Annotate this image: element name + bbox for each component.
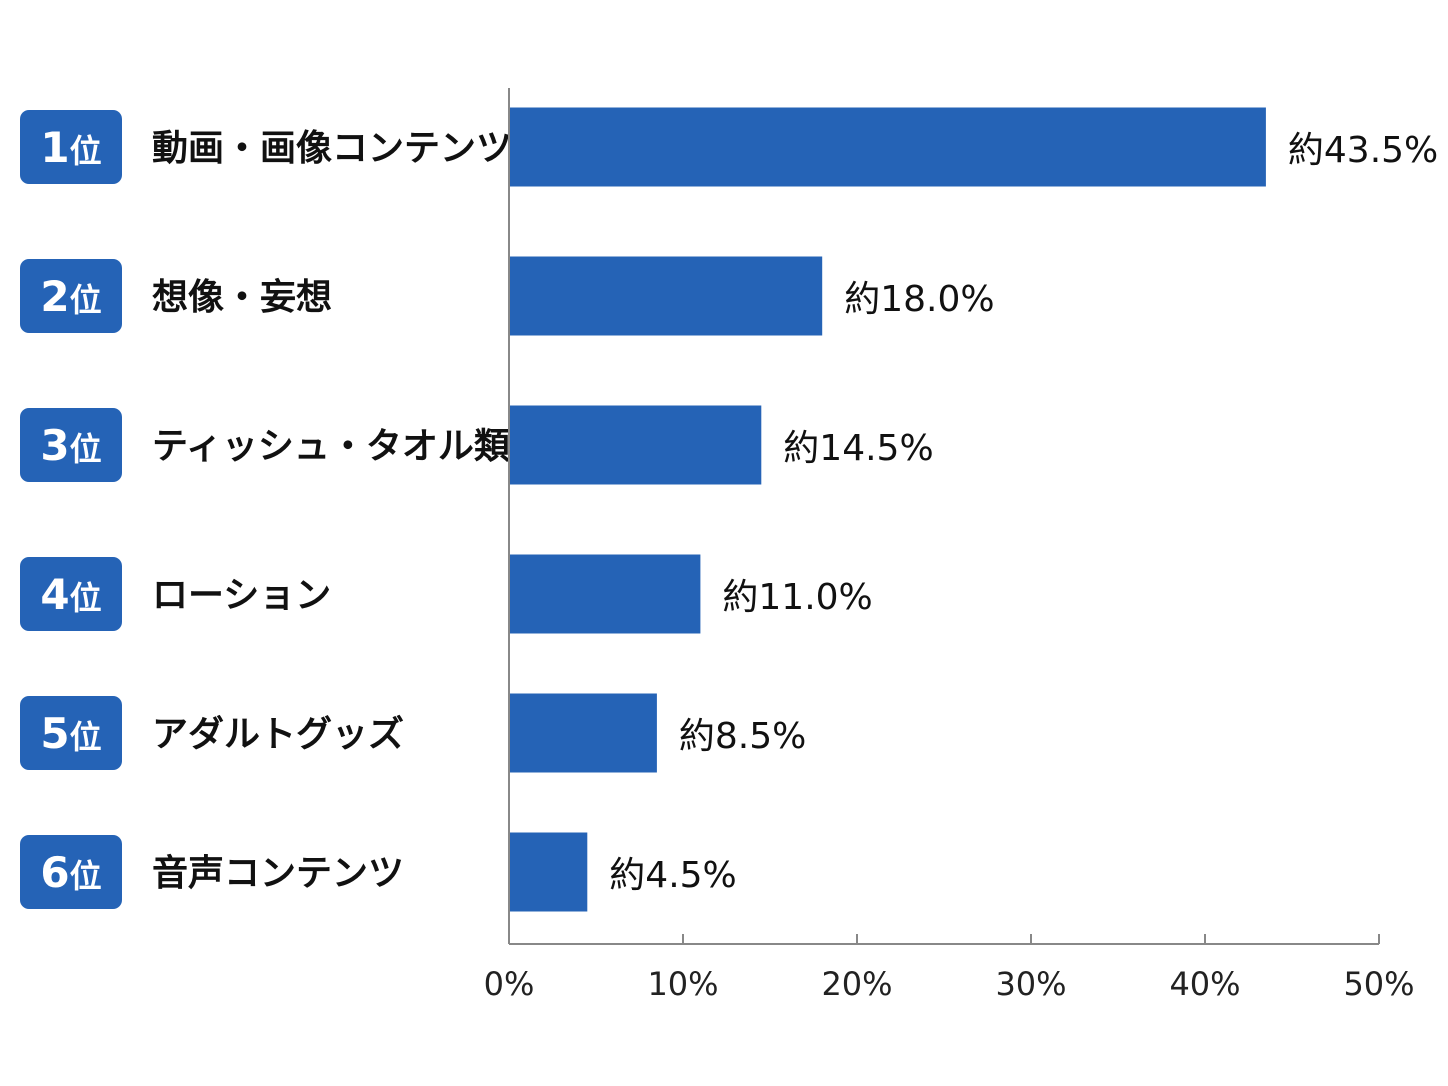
- x-tick-label: 50%: [1343, 965, 1414, 1003]
- bar: [509, 256, 823, 336]
- value-label: 約18.0%: [844, 279, 994, 320]
- rank-badge: [20, 696, 122, 770]
- value-label: 約4.5%: [609, 855, 736, 896]
- rank-badge: [20, 110, 122, 184]
- x-tick-label: 30%: [995, 965, 1066, 1003]
- value-label: 約11.0%: [722, 577, 872, 618]
- category-label: ティッシュ・タオル類: [152, 426, 511, 467]
- x-tick-label: 40%: [1169, 965, 1240, 1003]
- value-label: 約8.5%: [679, 716, 806, 757]
- bar: [509, 693, 657, 773]
- rank-badge: [20, 408, 122, 482]
- rank-label: 3位: [40, 421, 101, 470]
- bar: [509, 107, 1266, 187]
- rank-label: 2位: [40, 272, 101, 321]
- value-label: 約14.5%: [783, 428, 933, 469]
- bar: [509, 405, 762, 485]
- bar: [509, 554, 701, 634]
- rank-badge: [20, 835, 122, 909]
- x-tick-label: 20%: [821, 965, 892, 1003]
- rank-badge: [20, 259, 122, 333]
- x-tick-label: 10%: [647, 965, 718, 1003]
- bar: [509, 832, 588, 912]
- value-label: 約43.5%: [1288, 130, 1438, 171]
- category-label: ローション: [152, 575, 331, 616]
- category-label: 想像・妄想: [152, 277, 332, 318]
- x-tick-label: 0%: [484, 965, 535, 1003]
- rank-label: 5位: [40, 709, 101, 758]
- rank-label: 4位: [40, 570, 101, 619]
- rank-label: 6位: [40, 848, 101, 897]
- rank-badge: [20, 557, 122, 631]
- rank-label: 1位: [40, 123, 101, 172]
- category-label: 動画・画像コンテンツ: [152, 128, 512, 169]
- category-label: アダルトグッズ: [152, 713, 404, 755]
- category-label: 音声コンテンツ: [152, 853, 404, 894]
